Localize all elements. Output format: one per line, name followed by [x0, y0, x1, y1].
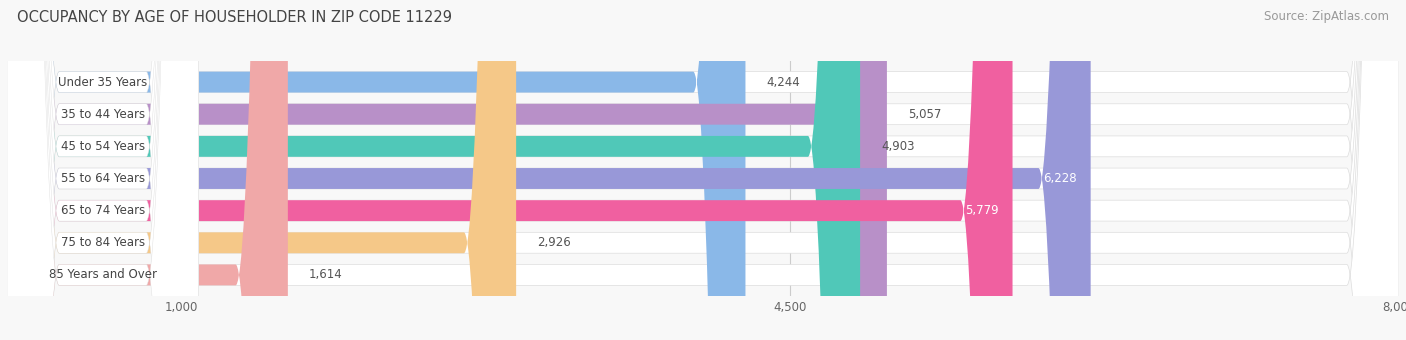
Text: 5,057: 5,057 [908, 108, 941, 121]
Text: 45 to 54 Years: 45 to 54 Years [60, 140, 145, 153]
FancyBboxPatch shape [7, 0, 1399, 340]
Text: 5,779: 5,779 [965, 204, 998, 217]
FancyBboxPatch shape [7, 0, 516, 340]
Text: 4,903: 4,903 [882, 140, 914, 153]
Text: OCCUPANCY BY AGE OF HOUSEHOLDER IN ZIP CODE 11229: OCCUPANCY BY AGE OF HOUSEHOLDER IN ZIP C… [17, 10, 451, 25]
FancyBboxPatch shape [7, 0, 887, 340]
Text: 65 to 74 Years: 65 to 74 Years [60, 204, 145, 217]
FancyBboxPatch shape [7, 0, 198, 340]
Text: 85 Years and Over: 85 Years and Over [49, 268, 156, 282]
FancyBboxPatch shape [7, 0, 198, 340]
FancyBboxPatch shape [7, 0, 198, 340]
Text: 2,926: 2,926 [537, 236, 571, 249]
FancyBboxPatch shape [7, 0, 1399, 340]
Text: Under 35 Years: Under 35 Years [58, 75, 148, 89]
Text: 55 to 64 Years: 55 to 64 Years [60, 172, 145, 185]
FancyBboxPatch shape [7, 0, 198, 340]
Text: 35 to 44 Years: 35 to 44 Years [60, 108, 145, 121]
Text: 75 to 84 Years: 75 to 84 Years [60, 236, 145, 249]
Text: 1,614: 1,614 [309, 268, 343, 282]
FancyBboxPatch shape [7, 0, 745, 340]
Text: 6,228: 6,228 [1043, 172, 1077, 185]
FancyBboxPatch shape [7, 0, 1399, 340]
FancyBboxPatch shape [7, 0, 1012, 340]
FancyBboxPatch shape [7, 0, 1091, 340]
FancyBboxPatch shape [7, 0, 1399, 340]
FancyBboxPatch shape [7, 0, 198, 340]
FancyBboxPatch shape [7, 0, 1399, 340]
Text: 4,244: 4,244 [766, 75, 800, 89]
Text: Source: ZipAtlas.com: Source: ZipAtlas.com [1264, 10, 1389, 23]
FancyBboxPatch shape [7, 0, 198, 340]
FancyBboxPatch shape [7, 0, 1399, 340]
FancyBboxPatch shape [7, 0, 198, 340]
FancyBboxPatch shape [7, 0, 1399, 340]
FancyBboxPatch shape [7, 0, 288, 340]
FancyBboxPatch shape [7, 0, 860, 340]
